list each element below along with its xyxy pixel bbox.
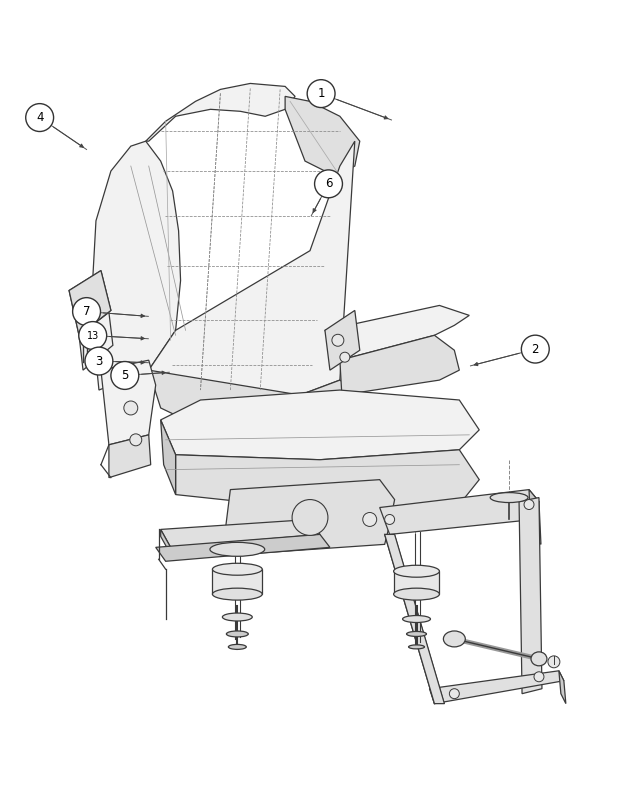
- Polygon shape: [175, 450, 479, 509]
- Ellipse shape: [213, 588, 262, 600]
- Text: 7: 7: [83, 305, 91, 318]
- Ellipse shape: [210, 542, 265, 557]
- Polygon shape: [101, 360, 156, 445]
- Circle shape: [534, 672, 544, 682]
- Polygon shape: [394, 571, 440, 594]
- Polygon shape: [161, 529, 171, 554]
- Ellipse shape: [531, 652, 547, 666]
- Circle shape: [548, 656, 560, 668]
- Text: eReplacementParts.com: eReplacementParts.com: [208, 435, 412, 454]
- Polygon shape: [79, 313, 113, 371]
- Ellipse shape: [407, 631, 427, 637]
- Polygon shape: [285, 96, 360, 176]
- Circle shape: [292, 500, 328, 536]
- Circle shape: [79, 322, 107, 350]
- Text: 2: 2: [531, 342, 539, 355]
- Ellipse shape: [490, 492, 528, 503]
- Polygon shape: [519, 497, 542, 694]
- Ellipse shape: [394, 588, 440, 600]
- Ellipse shape: [409, 645, 425, 649]
- Circle shape: [314, 170, 342, 198]
- Ellipse shape: [394, 565, 440, 577]
- Text: 4: 4: [36, 111, 43, 124]
- Text: 3: 3: [95, 354, 102, 367]
- Polygon shape: [161, 520, 320, 547]
- Polygon shape: [325, 306, 469, 360]
- Polygon shape: [156, 534, 330, 561]
- Text: 5: 5: [121, 369, 128, 382]
- Polygon shape: [146, 83, 295, 141]
- Circle shape: [85, 347, 113, 375]
- Circle shape: [332, 334, 344, 346]
- Polygon shape: [379, 489, 539, 534]
- Ellipse shape: [213, 563, 262, 575]
- Polygon shape: [529, 489, 541, 545]
- Polygon shape: [149, 371, 355, 420]
- Polygon shape: [161, 390, 479, 460]
- Ellipse shape: [228, 644, 246, 650]
- Circle shape: [111, 362, 139, 390]
- Polygon shape: [559, 670, 566, 703]
- Polygon shape: [340, 335, 459, 395]
- Polygon shape: [430, 670, 564, 703]
- Circle shape: [384, 515, 394, 525]
- Polygon shape: [226, 480, 394, 554]
- Ellipse shape: [443, 631, 465, 647]
- Polygon shape: [109, 435, 151, 478]
- Circle shape: [73, 298, 100, 326]
- Polygon shape: [384, 534, 445, 703]
- Circle shape: [124, 401, 138, 415]
- Circle shape: [307, 79, 335, 107]
- Polygon shape: [161, 420, 175, 495]
- Polygon shape: [213, 569, 262, 594]
- Circle shape: [25, 103, 53, 132]
- Text: 6: 6: [325, 177, 332, 190]
- Circle shape: [130, 434, 142, 446]
- Polygon shape: [146, 141, 355, 400]
- Polygon shape: [91, 141, 180, 390]
- Circle shape: [450, 689, 459, 699]
- Circle shape: [340, 352, 350, 363]
- Polygon shape: [69, 270, 111, 335]
- Circle shape: [521, 335, 549, 363]
- Ellipse shape: [226, 631, 248, 637]
- Ellipse shape: [223, 613, 252, 621]
- Circle shape: [363, 512, 377, 526]
- Text: 13: 13: [87, 330, 99, 341]
- Circle shape: [524, 500, 534, 509]
- Text: 1: 1: [317, 87, 325, 100]
- Polygon shape: [325, 310, 360, 371]
- Polygon shape: [69, 270, 111, 335]
- Ellipse shape: [402, 615, 430, 622]
